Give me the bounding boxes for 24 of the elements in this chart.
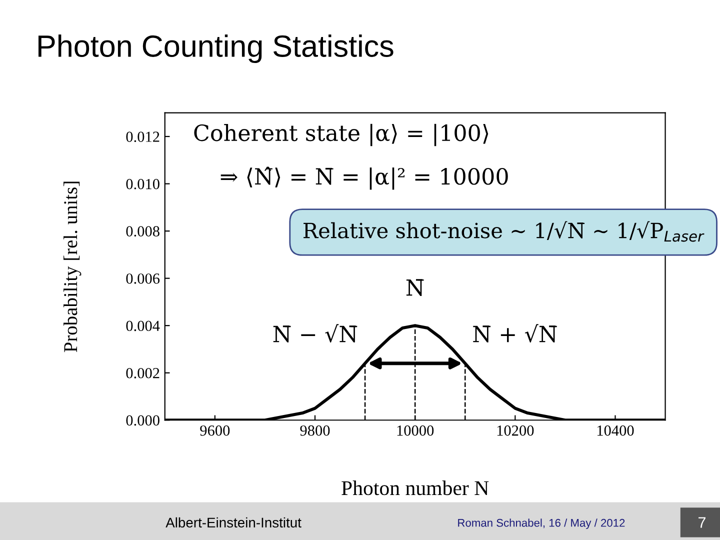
y-tick-label: 0.004 [126, 320, 160, 332]
annotation: N̄ − √N̄ [273, 324, 358, 343]
y-axis-title: Probability [rel. units] [64, 182, 82, 352]
annotation: N̄ + √N̄ [473, 324, 557, 343]
annotation: N̄ [406, 279, 424, 296]
x-tick-label: 10200 [497, 425, 534, 436]
x-tick-label: 10400 [597, 425, 634, 436]
text: 7 [698, 517, 706, 528]
annotation: Relative shot-noise ~ 1/√N̄ ~ 1/√P$_{Laser}$ [304, 221, 704, 242]
y-tick-label: 0.012 [126, 132, 160, 142]
y-tick-label: 0.008 [126, 226, 160, 237]
text: Roman Schnabel, 16 / May / 2012 [458, 518, 625, 529]
x-tick-label: 9600 [200, 425, 230, 436]
y-tick-label: 0.006 [126, 273, 160, 284]
y-tick-label: 0.002 [126, 368, 160, 378]
text: Albert-Einstein-Institut [166, 517, 302, 528]
chart-title: Photon Counting Statistics [38, 34, 394, 64]
y-tick-label: 0.010 [126, 178, 160, 190]
x-tick-label: 10000 [397, 425, 434, 436]
annotation: ⇒ ⟨N̂⟩ = N̄ = |α|² = 10000 [220, 166, 508, 190]
x-axis-title: Photon number N [342, 480, 489, 496]
y-tick-label: 0.000 [126, 415, 160, 426]
x-tick-label: 9800 [300, 425, 330, 436]
annotation: Coherent state |α⟩ = |100⟩ [194, 124, 488, 146]
